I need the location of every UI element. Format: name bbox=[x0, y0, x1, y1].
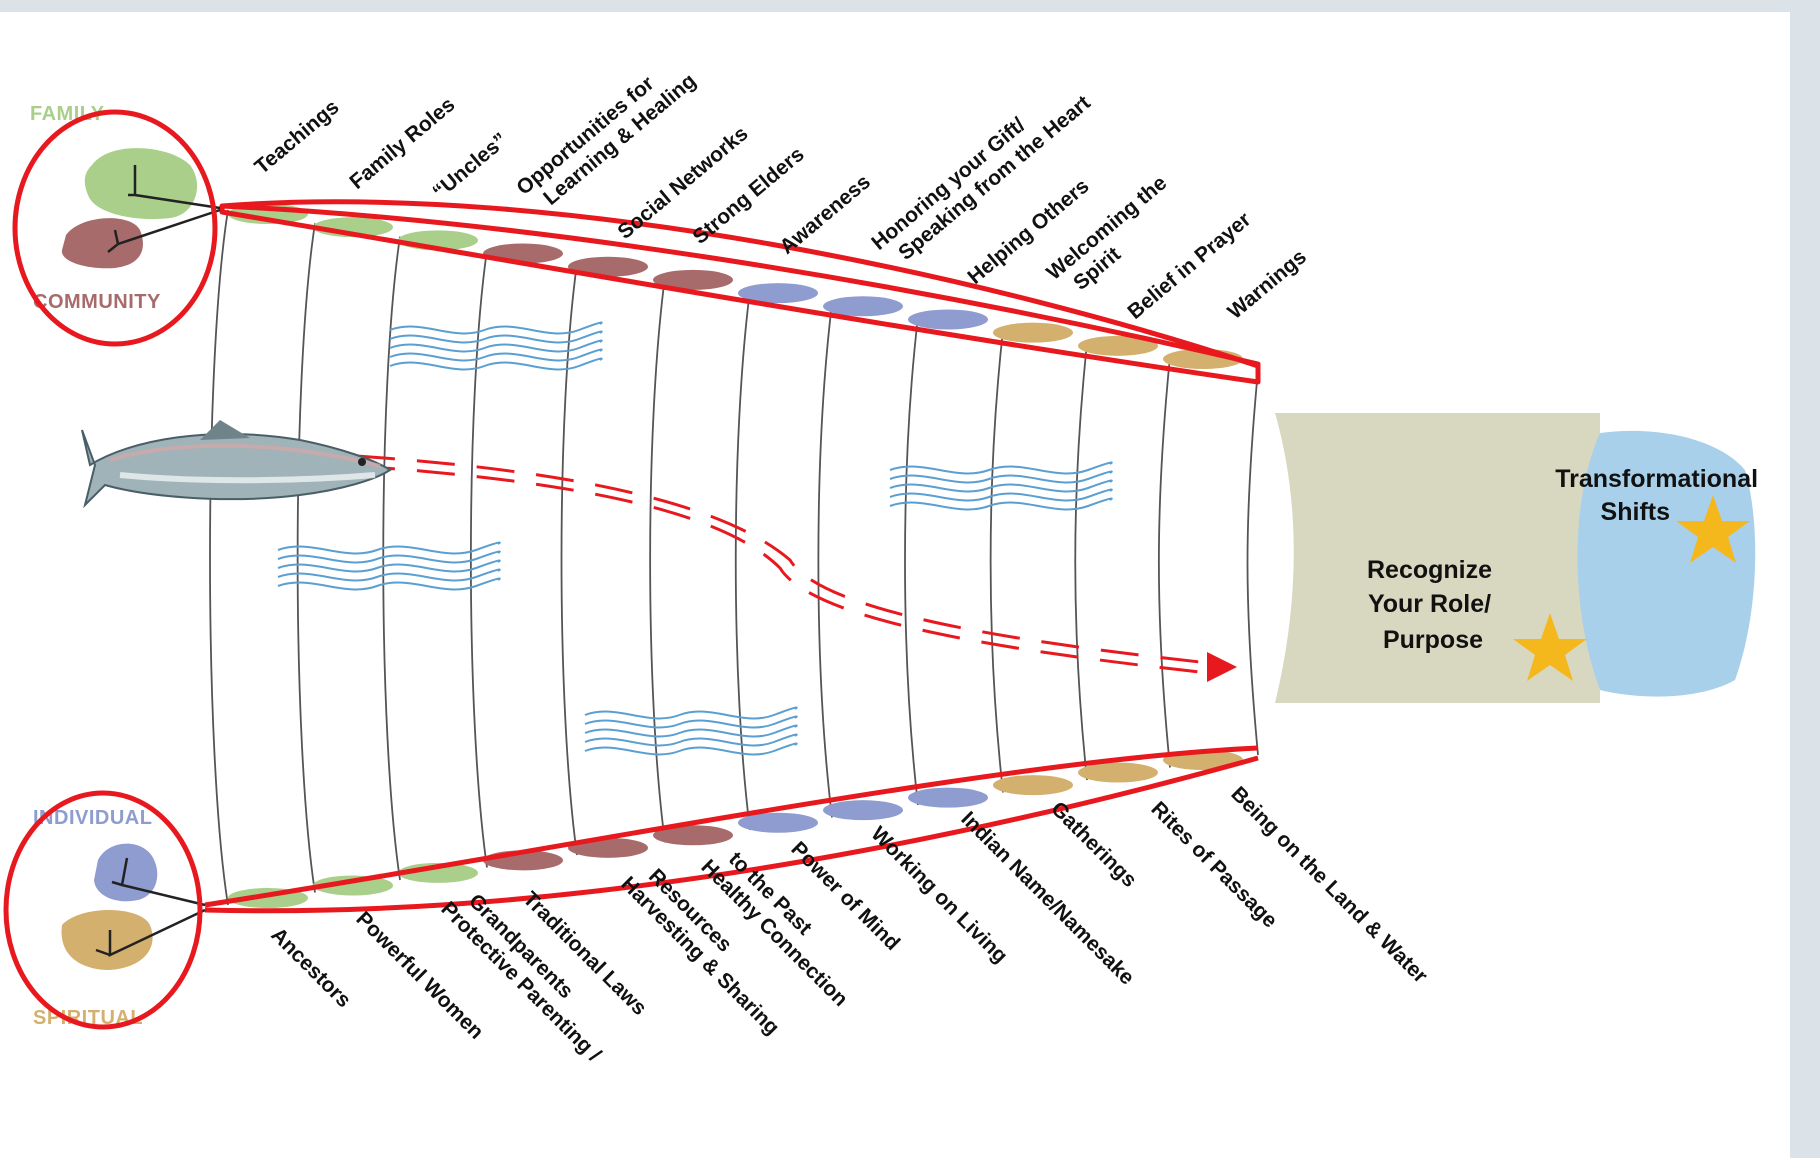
wave-line bbox=[277, 550, 501, 564]
recognize-role-label: Recognize Your Role/ Purpose bbox=[1367, 556, 1499, 654]
bottom-bank-highlight-lower bbox=[204, 755, 1259, 914]
transformational-line-1: Transformational bbox=[1555, 465, 1758, 493]
water-waves bbox=[277, 321, 1113, 756]
wave-line bbox=[277, 559, 501, 573]
bottom-marker bbox=[738, 812, 818, 833]
transformational-shifts-label: Transformational Shifts bbox=[1555, 465, 1765, 526]
top-marker bbox=[738, 283, 818, 304]
journey-path-upper bbox=[356, 454, 1201, 664]
legend-community: COMMUNITY bbox=[33, 291, 161, 313]
river-line bbox=[904, 316, 919, 806]
bottom-marker bbox=[908, 787, 988, 808]
river-line bbox=[649, 276, 666, 843]
river-line bbox=[1158, 356, 1171, 768]
sea-region bbox=[1577, 430, 1756, 697]
top-marker bbox=[993, 322, 1073, 343]
page-edge-right bbox=[1790, 0, 1820, 1158]
wave-line bbox=[584, 724, 798, 738]
top-marker bbox=[568, 256, 648, 277]
top-marker bbox=[908, 309, 988, 330]
top-value-markers bbox=[228, 204, 1243, 369]
wave-line bbox=[889, 488, 1113, 502]
river-channel-lines bbox=[209, 209, 1259, 906]
recognize-line-1: Recognize bbox=[1367, 556, 1492, 584]
top-bank-highlight-upper bbox=[221, 199, 1259, 369]
wave-line bbox=[389, 357, 603, 371]
wave-line bbox=[277, 577, 501, 591]
wave-line bbox=[389, 348, 603, 362]
wave-line bbox=[389, 330, 603, 344]
river-line bbox=[470, 249, 488, 868]
bottom-marker bbox=[313, 875, 393, 896]
river-line bbox=[296, 223, 316, 893]
top-marker bbox=[823, 296, 903, 317]
wave-line bbox=[889, 479, 1113, 493]
wave-line bbox=[889, 470, 1113, 484]
wave-line bbox=[389, 339, 603, 353]
river-line bbox=[989, 329, 1004, 793]
salmon-icon bbox=[81, 420, 392, 509]
river-line bbox=[734, 289, 751, 831]
top-marker bbox=[1078, 335, 1158, 356]
wave-line bbox=[389, 321, 603, 335]
family-community-legend: FAMILY COMMUNITY bbox=[12, 103, 221, 347]
bottom-marker bbox=[653, 825, 733, 846]
wave-line bbox=[584, 733, 798, 747]
bottom-marker bbox=[823, 800, 903, 821]
wave-line bbox=[889, 497, 1113, 511]
land-region bbox=[1275, 413, 1600, 703]
river-line bbox=[382, 236, 401, 881]
journey-arrowhead bbox=[1207, 652, 1237, 682]
family-community-highlight bbox=[12, 109, 218, 347]
wave-line bbox=[889, 461, 1113, 475]
individual-blob bbox=[94, 843, 158, 902]
transformational-line-2: Shifts bbox=[1601, 498, 1670, 526]
river-line bbox=[209, 209, 229, 906]
individual-spiritual-legend: INDIVIDUAL SPIRITUAL bbox=[3, 790, 206, 1030]
community-blob bbox=[61, 218, 143, 269]
top-bank-highlight bbox=[219, 203, 1261, 385]
star-icon bbox=[1676, 495, 1750, 563]
journey-path-lower bbox=[356, 464, 1201, 674]
river-line bbox=[560, 263, 578, 856]
individual-spiritual-highlight bbox=[3, 790, 203, 1030]
recognize-line-3: Purpose bbox=[1383, 626, 1483, 654]
river-line bbox=[817, 303, 833, 818]
river-line bbox=[1074, 343, 1088, 781]
page-edge-top bbox=[0, 0, 1820, 12]
river-line bbox=[1246, 369, 1259, 756]
bottom-bank-highlight bbox=[204, 745, 1259, 908]
bottom-marker bbox=[1078, 762, 1158, 783]
bottom-marker bbox=[993, 775, 1073, 796]
wave-line bbox=[584, 742, 798, 756]
wave-line bbox=[584, 706, 798, 720]
star-icon bbox=[1513, 613, 1587, 681]
top-marker bbox=[653, 269, 733, 290]
wave-line bbox=[277, 541, 501, 555]
recognize-line-2: Your Role/ bbox=[1368, 590, 1491, 618]
wave-line bbox=[584, 715, 798, 729]
legend-individual: INDIVIDUAL bbox=[33, 807, 152, 829]
family-blob bbox=[84, 148, 198, 220]
spiritual-blob bbox=[61, 910, 153, 970]
wave-line bbox=[277, 568, 501, 582]
